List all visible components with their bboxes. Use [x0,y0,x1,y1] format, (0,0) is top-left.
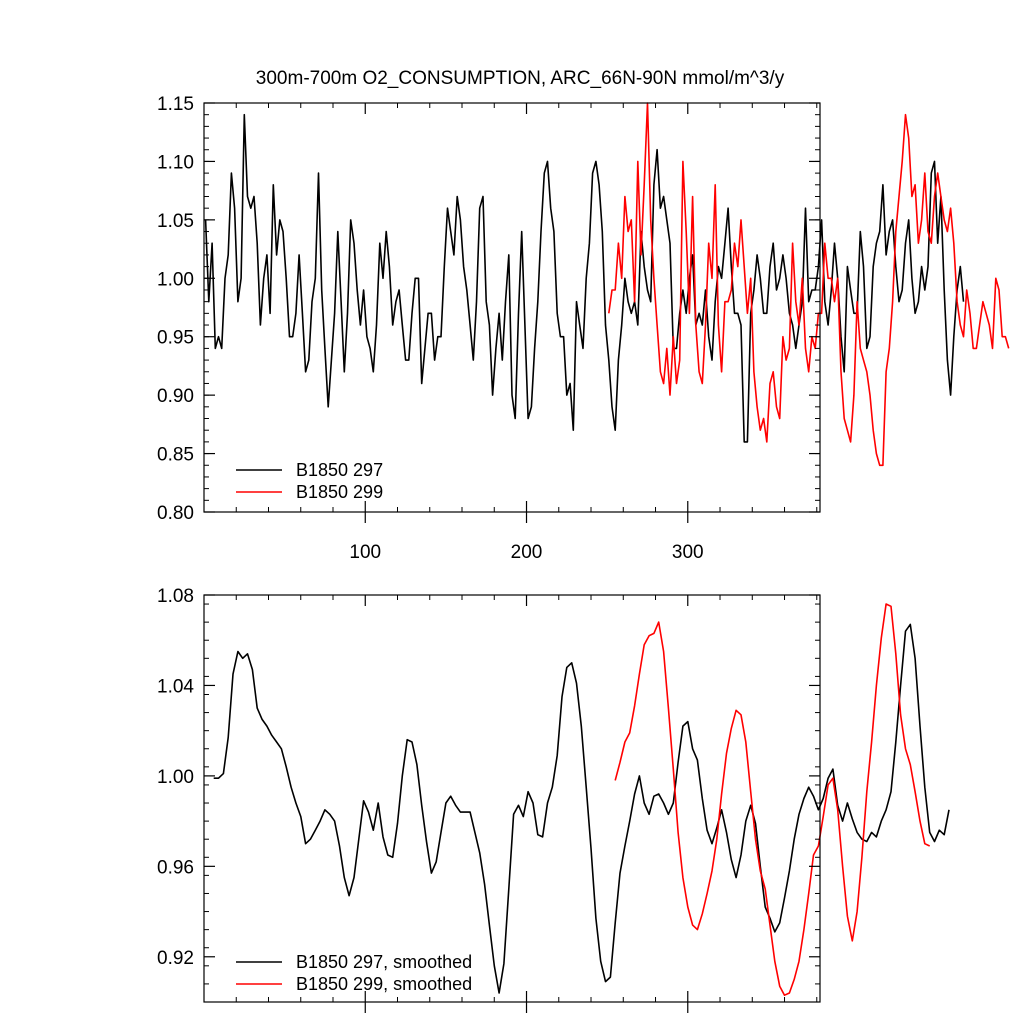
y-tick-label: 1.10 [157,152,194,173]
series-line-b1850-297 [204,113,965,443]
series-line-b1850-297 [213,623,950,994]
y-tick-label: 1.00 [157,269,194,290]
legend-label: B1850 299, smoothed [296,974,472,994]
y-tick-label: 1.15 [157,94,194,115]
legend-label: B1850 297 [296,460,383,480]
y-tick-label: 0.85 [157,445,194,466]
chart-title: 300m-700m O2_CONSUMPTION, ARC_66N-90N mm… [256,68,785,89]
series-line-b1850-299 [614,603,931,996]
panel-1: 0.80 0.85 0.90 0.95 1.00 1.05 1.10 1.15 100 200 30… [0,63,1010,563]
x-tick-label: 300 [672,542,704,563]
panel-2: 0.92 0.96 1.00 1.04 1.08 B1850 297, smoothedB… [0,555,950,1024]
x-tick-label: 100 [349,542,381,563]
plot-frame [203,594,821,1003]
y-tick-label: 0.90 [157,386,194,407]
y-tick-label: 1.00 [157,767,194,788]
y-tick-label: 0.96 [157,857,194,878]
legend-label: B1850 297, smoothed [296,952,472,972]
series-line-b1850-299 [608,102,1010,467]
clip-mask-left [0,63,204,552]
x-tick-label: 200 [511,542,543,563]
y-tick-label: 0.92 [157,948,194,969]
clip-mask-left [0,555,204,1024]
y-tick-label: 0.95 [157,328,194,349]
plot-frame [203,102,821,513]
y-tick-label: 0.80 [157,503,194,524]
legend-label: B1850 299 [296,482,383,502]
y-tick-label: 1.04 [157,676,194,697]
y-tick-label: 1.05 [157,211,194,232]
y-tick-label: 1.08 [157,586,194,607]
